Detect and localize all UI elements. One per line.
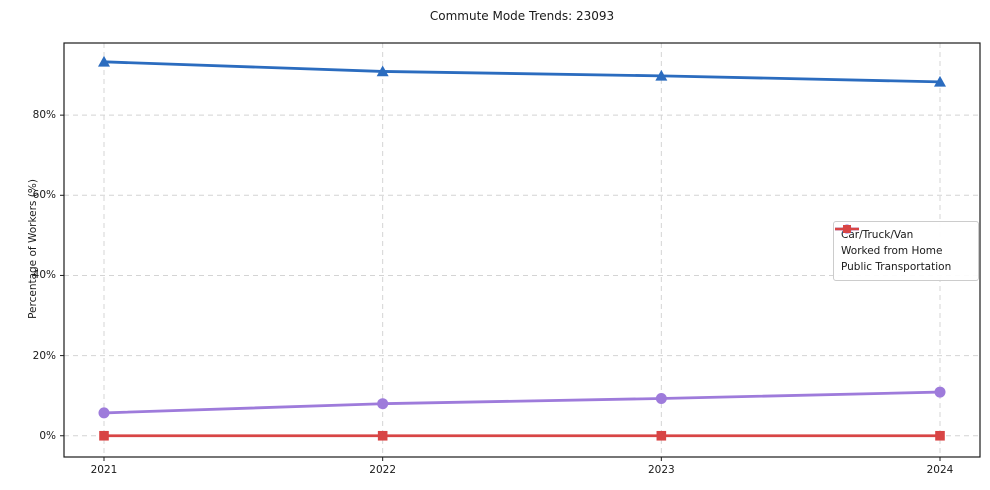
marker-worked-from-home xyxy=(934,386,946,398)
marker-car-truck-van xyxy=(376,65,389,77)
marker-public-transportation xyxy=(656,430,667,441)
legend-item-car-truck-van: Car/Truck/Van xyxy=(835,224,971,243)
chart-title: Commute Mode Trends: 23093 xyxy=(429,9,615,23)
marker-worked-from-home xyxy=(98,407,110,419)
y-tick-label: 80% xyxy=(32,109,56,122)
marker-public-transportation xyxy=(935,430,945,441)
series-line-car-truck-van xyxy=(102,60,942,84)
legend-item-worked-from-home: Worked from Home xyxy=(835,224,971,259)
marker-public-transportation xyxy=(377,430,388,441)
marker-worked-from-home xyxy=(377,398,389,410)
marker-public-transportation xyxy=(99,430,109,441)
x-tick-label: 2024 xyxy=(926,464,954,476)
legend: Car/Truck/Van Worked from Home Public Tran… xyxy=(833,221,979,281)
plot-border xyxy=(63,42,981,458)
y-tick-label: 20% xyxy=(32,349,56,362)
marker-worked-from-home xyxy=(655,392,667,404)
series-line-worked-from-home xyxy=(102,390,942,415)
public-transportation-marker-icon xyxy=(835,225,859,233)
legend-item-public-transportation: Public Transportation xyxy=(835,225,971,275)
legend-label: Car/Truck/Van xyxy=(841,229,914,241)
x-tick-label: 2022 xyxy=(369,464,397,476)
x-tick-label: 2021 xyxy=(90,464,118,476)
y-tick-label: 60% xyxy=(32,189,56,202)
marker-car-truck-van xyxy=(655,69,668,81)
legend-label: Worked from Home xyxy=(841,245,943,257)
marker-car-truck-van xyxy=(934,75,946,87)
y-tick-label: 0% xyxy=(39,429,56,442)
marker-car-truck-van xyxy=(98,55,110,67)
legend-label: Public Transportation xyxy=(841,261,952,273)
y-tick-label: 40% xyxy=(32,269,56,282)
x-tick-label: 2023 xyxy=(647,464,675,476)
